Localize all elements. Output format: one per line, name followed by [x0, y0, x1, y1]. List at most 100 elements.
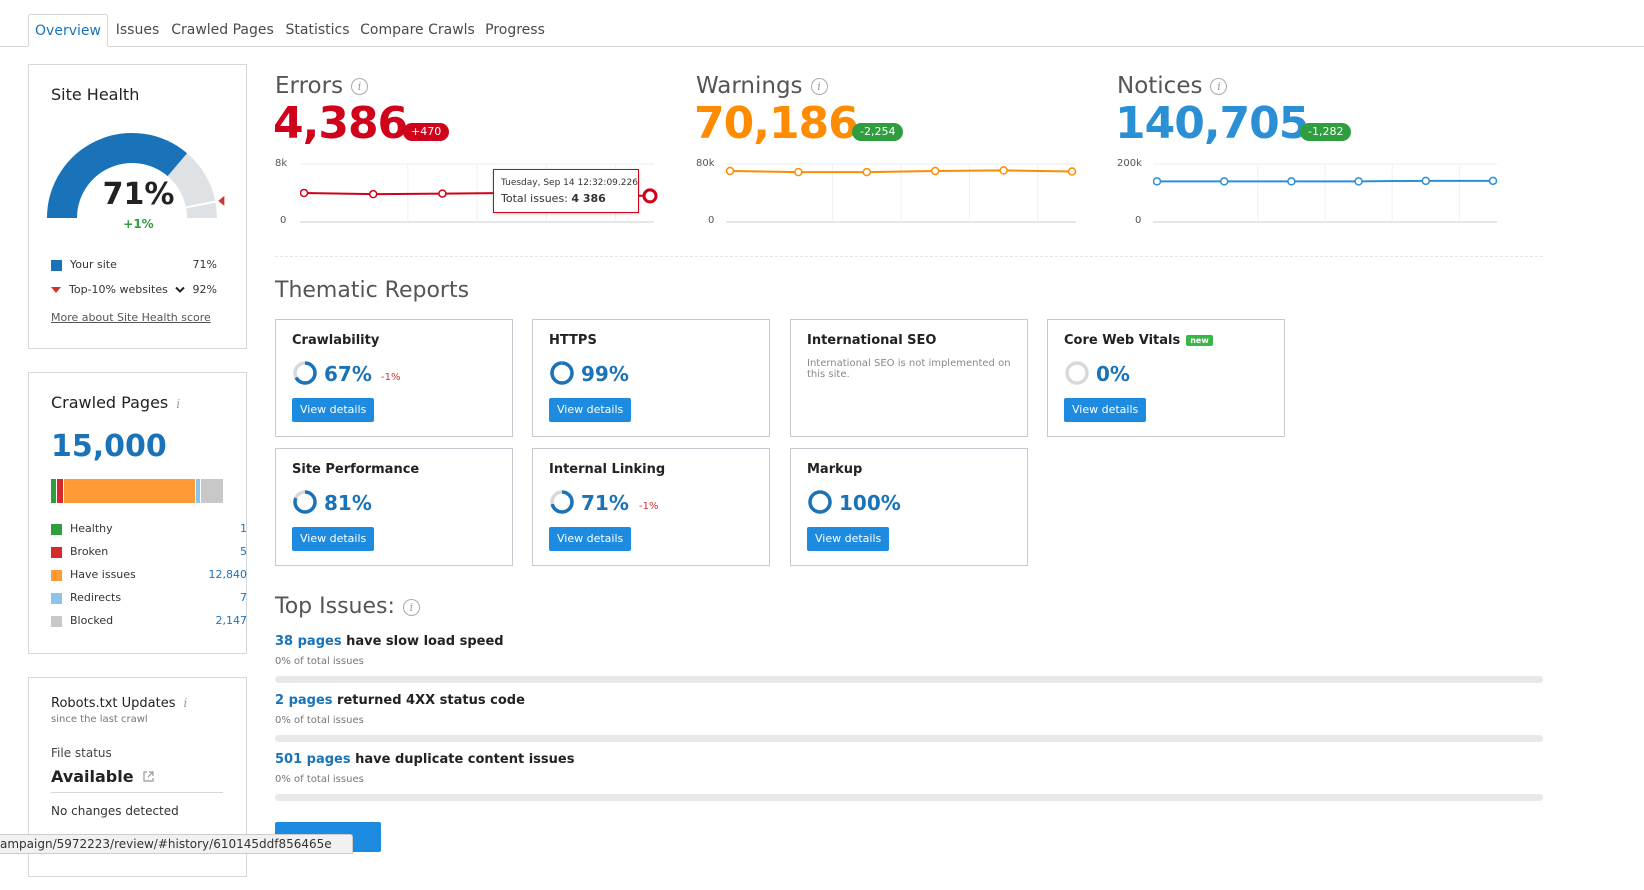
card-site-performance: Site Performance 81% View details [275, 448, 513, 566]
chart-point [1219, 177, 1229, 186]
chart-point [368, 189, 378, 199]
issue-duplicate: 501 pages have duplicate content issues [275, 752, 574, 767]
legend-have-issues[interactable]: Have issues 12,840 [51, 567, 247, 583]
ring-progress [293, 490, 317, 514]
ring-progress [293, 361, 317, 385]
legend-top10-label: Top-10% websites [69, 283, 168, 296]
tab-bar: Overview Issues Crawled Pages Statistics… [0, 0, 1644, 47]
card-internal-linking-pct: 71% [581, 491, 629, 515]
info-icon[interactable]: i [176, 397, 181, 411]
broken-swatch [51, 546, 62, 558]
legend-broken[interactable]: Broken 5 [51, 544, 247, 560]
your-site-swatch [51, 259, 62, 271]
robots-title: Robots.txt Updates i [51, 696, 187, 711]
chart-series-line [729, 169, 1073, 174]
tab-overview[interactable]: Overview [28, 14, 108, 47]
notices-delta-badge: -1,282 [1300, 123, 1352, 141]
bar-segment-have-issues[interactable] [64, 479, 195, 503]
tab-progress[interactable]: Progress [485, 22, 545, 38]
card-site-performance-name: Site Performance [292, 462, 420, 477]
legend-broken-value[interactable]: 5 [240, 545, 247, 558]
warnings-chart[interactable] [726, 160, 1082, 226]
issue-duplicate-link[interactable]: 501 pages [275, 752, 351, 767]
chart-point [862, 167, 872, 177]
errors-y-min: 0 [280, 215, 287, 226]
legend-redirects-value[interactable]: 7 [240, 591, 247, 604]
info-icon[interactable]: i [183, 696, 188, 710]
site-health-value: 71% [102, 177, 175, 212]
status-bar-url: ampaign/5972223/review/#history/610145dd… [0, 834, 353, 854]
chevron-down-icon[interactable] [175, 286, 186, 294]
info-icon[interactable]: i [351, 78, 369, 95]
tab-issues[interactable]: Issues [115, 22, 160, 38]
crawlability-view-details-button[interactable]: View details [292, 398, 375, 422]
external-link-icon[interactable] [143, 771, 154, 782]
card-international-seo-name: International SEO [807, 333, 937, 348]
legend-healthy-label: Healthy [70, 522, 113, 535]
more-about-site-health-link[interactable]: More about Site Health score [51, 311, 211, 324]
chart-tooltip: Tuesday, Sep 14 12:32:09.226 Total issue… [493, 169, 639, 213]
legend-blocked-value[interactable]: 2,147 [215, 614, 248, 627]
bar-segment-redirects[interactable] [196, 479, 200, 503]
legend-have-issues-value[interactable]: 12,840 [208, 568, 248, 581]
legend-healthy[interactable]: Healthy 1 [51, 521, 247, 537]
issue-slow-load-bar [275, 676, 1543, 683]
errors-label-text: Errors [275, 73, 344, 99]
legend-healthy-value[interactable]: 1 [240, 522, 247, 535]
site-performance-view-details-button[interactable]: View details [292, 527, 375, 551]
ring-track [1065, 361, 1089, 385]
info-icon[interactable]: i [1210, 78, 1228, 95]
core-web-vitals-ring [1065, 361, 1089, 385]
crawled-pages-bar [51, 479, 223, 503]
legend-blocked[interactable]: Blocked 2,147 [51, 613, 247, 629]
top-issues-title-text: Top Issues: [275, 594, 395, 619]
legend-top10-value: 92% [192, 283, 217, 296]
crawled-pages-title: Crawled Pages i [51, 393, 180, 412]
issue-4xx-sub: 0% of total issues [275, 715, 364, 726]
card-https: HTTPS 99% View details [532, 319, 770, 437]
chart-point [1067, 167, 1077, 176]
warnings-y-min: 0 [708, 215, 715, 226]
chart-point [1421, 176, 1431, 186]
issue-slow-load-sub: 0% of total issues [275, 656, 364, 667]
issue-4xx-link[interactable]: 2 pages [275, 693, 333, 708]
bar-segment-healthy[interactable] [51, 479, 56, 503]
bar-segment-blocked[interactable] [201, 479, 223, 503]
info-icon[interactable]: i [810, 78, 828, 95]
legend-redirects[interactable]: Redirects 7 [51, 590, 247, 606]
tooltip-value-row: Total issues: 4 386 [501, 192, 606, 205]
site-health-delta: +1% [123, 217, 154, 231]
tab-compare-crawls[interactable]: Compare Crawls [360, 22, 475, 38]
card-core-web-vitals-name-text: Core Web Vitals [1064, 333, 1181, 348]
crawlability-ring [293, 361, 317, 385]
tab-crawled-pages[interactable]: Crawled Pages [171, 22, 274, 38]
card-internal-linking-name: Internal Linking [549, 462, 666, 477]
warnings-label-text: Warnings [696, 73, 803, 99]
warnings-delta-badge: -2,254 [852, 123, 904, 141]
markup-view-details-button[interactable]: View details [807, 527, 890, 551]
info-icon[interactable]: i [402, 598, 420, 616]
https-view-details-button[interactable]: View details [549, 398, 632, 422]
core-web-vitals-view-details-button[interactable]: View details [1064, 398, 1147, 422]
issue-4xx: 2 pages returned 4XX status code [275, 693, 525, 708]
markup-ring [808, 490, 832, 514]
legend-top10[interactable]: Top-10% websites 92% [51, 282, 217, 298]
tab-statistics[interactable]: Statistics [285, 22, 350, 38]
ring-progress [808, 490, 832, 514]
card-core-web-vitals-name: Core Web Vitals new [1064, 333, 1213, 348]
issue-4xx-text: returned 4XX status code [332, 693, 525, 708]
ring-progress [550, 361, 574, 385]
card-markup: Markup 100% View details [790, 448, 1028, 566]
issue-slow-load-link[interactable]: 38 pages [275, 634, 342, 649]
site-health-title: Site Health [51, 85, 140, 104]
chart-point [300, 188, 309, 198]
bar-segment-broken[interactable] [57, 479, 63, 503]
chart-point [794, 167, 803, 177]
internal-linking-view-details-button[interactable]: View details [549, 527, 632, 551]
issue-slow-load: 38 pages have slow load speed [275, 634, 504, 649]
site-health-gauge [47, 133, 225, 219]
tooltip-date: Tuesday, Sep 14 12:32:09.226 [501, 178, 638, 188]
warnings-y-max: 80k [696, 158, 715, 169]
notices-chart[interactable] [1153, 160, 1503, 226]
warnings-label: Warnings i [696, 73, 828, 99]
